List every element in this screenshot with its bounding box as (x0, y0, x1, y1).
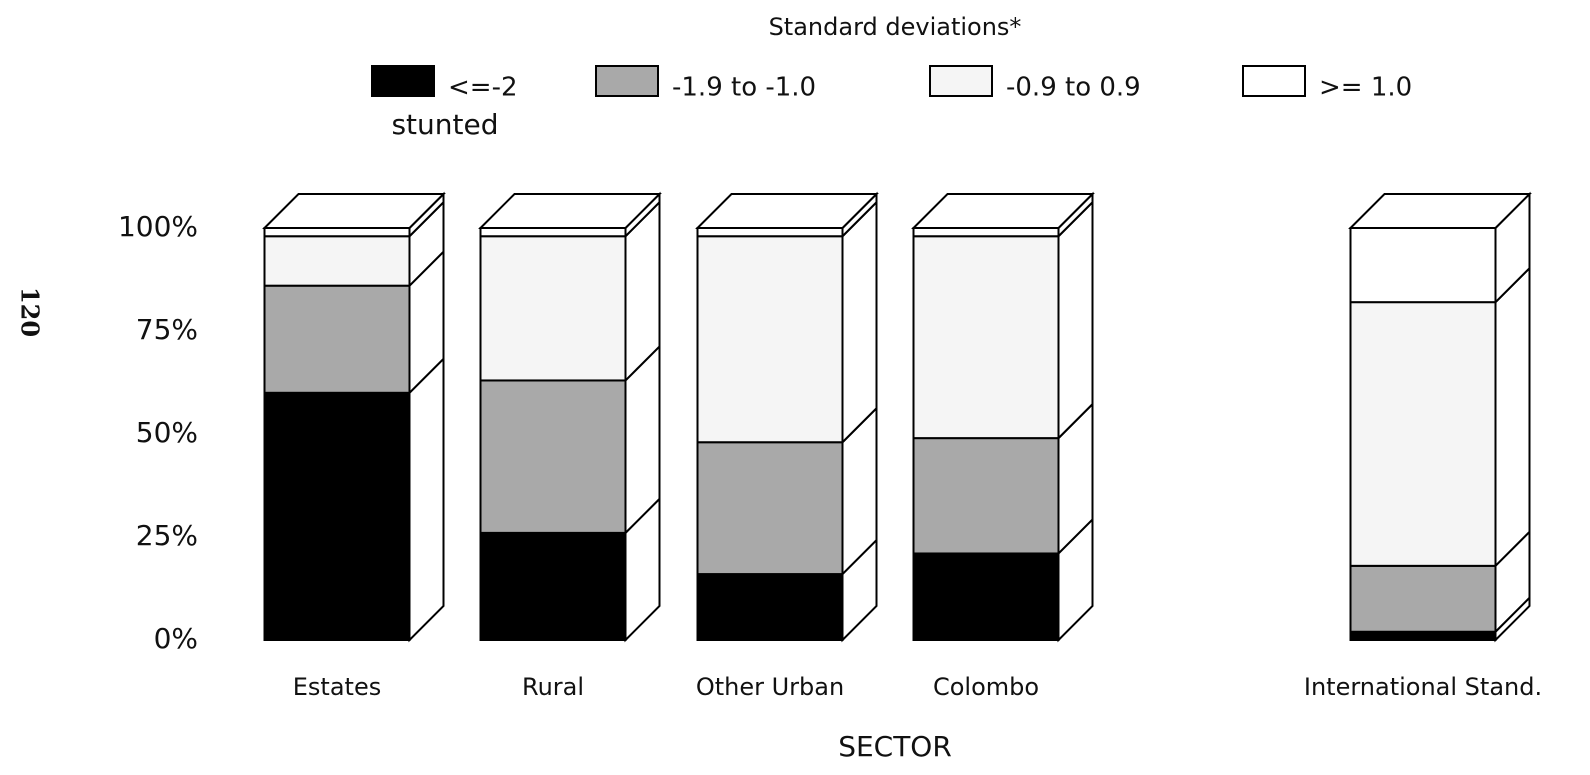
y-tick-label: 100% (118, 210, 198, 243)
y-tick-label: 50% (136, 416, 198, 449)
bar-segment (479, 227, 627, 238)
x-tick-label: Colombo (933, 673, 1039, 701)
bar-segment (696, 573, 844, 642)
legend-swatch (595, 65, 659, 97)
bar-side (1057, 199, 1094, 441)
bar-segment (479, 379, 627, 534)
bar-segment (263, 284, 411, 394)
bar-top (695, 193, 879, 229)
bar-segment (696, 441, 844, 576)
bar-segment (912, 552, 1060, 641)
bar-segment (696, 235, 844, 444)
legend-label: -0.9 to 0.9 (1006, 73, 1141, 103)
bar-segment (912, 235, 1060, 440)
bar-segment (263, 227, 411, 238)
bar-top (911, 193, 1095, 229)
legend-title: Standard deviations* (769, 13, 1022, 41)
bar-segment (479, 235, 627, 382)
bar-segment (1349, 301, 1497, 567)
legend-swatch (1242, 65, 1306, 97)
bar-segment (1349, 564, 1497, 633)
bar-segment (696, 227, 844, 238)
legend-label: <=-2 (448, 73, 518, 103)
y-tick-label: 0% (154, 622, 198, 655)
x-tick-label: Other Urban (696, 673, 844, 701)
bar-segment (479, 531, 627, 642)
bar-segment (263, 235, 411, 287)
legend-note: stunted (391, 108, 498, 141)
bar-segment (1349, 227, 1497, 304)
bar-side (408, 356, 445, 643)
x-tick-label: International Stand. (1304, 673, 1542, 701)
legend-label: -1.9 to -1.0 (672, 73, 816, 103)
bar-top (478, 193, 662, 229)
legend-swatch (371, 65, 435, 97)
bar-side (841, 199, 878, 445)
page-number: 120 (16, 287, 45, 337)
bar-top (262, 193, 446, 229)
y-tick-label: 75% (136, 313, 198, 346)
bar-segment (912, 437, 1060, 555)
x-axis-label: SECTOR (838, 730, 952, 763)
x-tick-label: Estates (293, 673, 381, 701)
bar-segment (912, 227, 1060, 238)
bar-top (1348, 193, 1532, 229)
bar-segment (263, 391, 411, 641)
legend-swatch (929, 65, 993, 97)
x-tick-label: Rural (522, 673, 584, 701)
y-tick-label: 25% (136, 519, 198, 552)
legend-label: >= 1.0 (1319, 73, 1412, 103)
bar-side (1494, 265, 1531, 569)
bar-segment (1349, 630, 1497, 642)
